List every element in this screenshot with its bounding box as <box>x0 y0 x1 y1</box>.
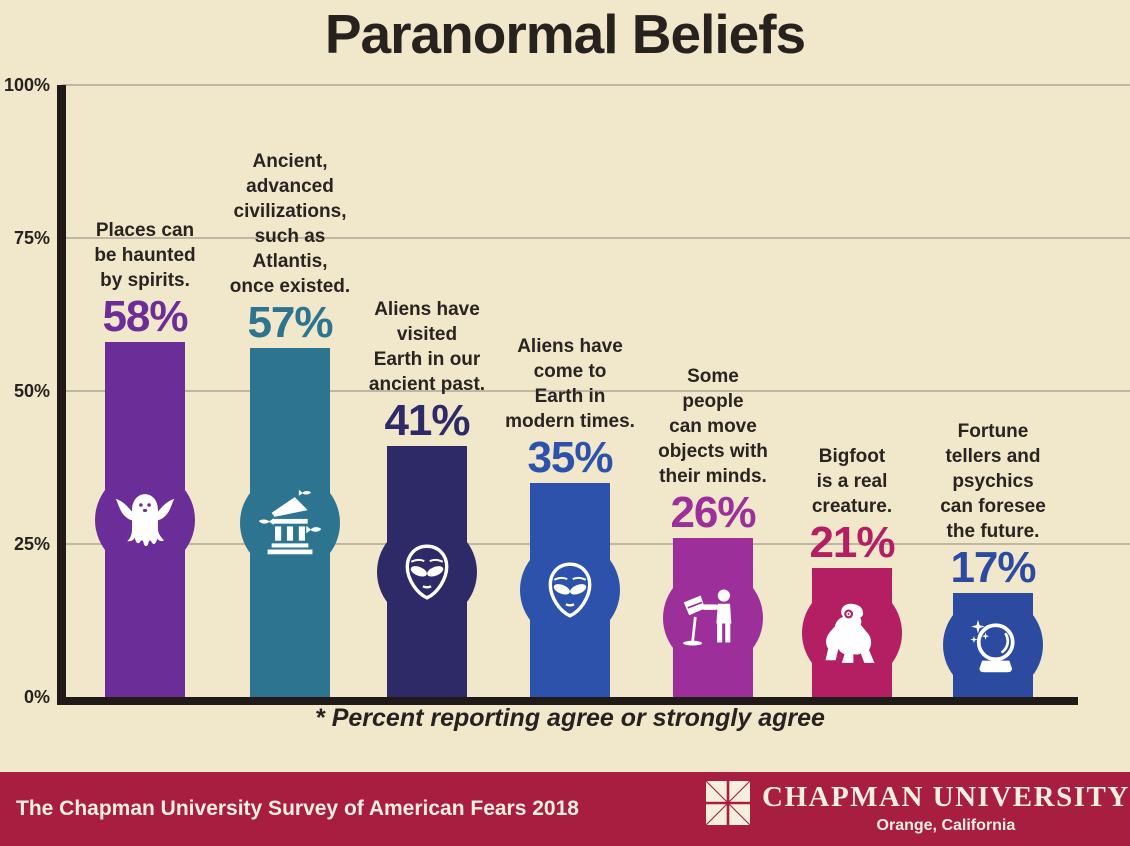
bar <box>943 593 1043 697</box>
bar-value-label: 17% <box>950 543 1036 592</box>
atlantis-temple-icon <box>258 489 322 554</box>
bar-icon-circle <box>943 595 1043 695</box>
university-name: CHAPMAN UNIVERSITY <box>762 781 1130 813</box>
survey-title: The Chapman University Survey of America… <box>16 797 579 820</box>
y-axis-tick-label: 25% <box>13 534 50 554</box>
page-title: Paranormal Beliefs <box>324 3 806 65</box>
y-axis-tick-label: 50% <box>13 381 50 401</box>
y-axis-line <box>57 85 66 705</box>
x-axis-line <box>57 697 1078 705</box>
y-axis-tick-label: 75% <box>13 228 50 248</box>
bar-value-label: 58% <box>102 292 188 341</box>
y-axis-tick-label: 100% <box>3 75 50 95</box>
university-location: Orange, California <box>876 817 1016 834</box>
bar <box>663 538 763 697</box>
crystal-ball-icon <box>970 619 1015 673</box>
gridline <box>62 237 1130 239</box>
bar-value-label: 26% <box>670 488 756 537</box>
bar <box>240 348 340 697</box>
bar-category-label: Ancient, advanced civilizations, such as… <box>229 151 351 297</box>
bar-icon-circle <box>663 567 763 668</box>
ghost-icon <box>115 493 175 546</box>
chapman-logo-group: CHAPMAN UNIVERSITY Orange, California <box>706 781 1130 835</box>
telekinesis-icon <box>683 588 732 646</box>
bigfoot-icon <box>825 603 875 663</box>
bar-category-label: Fortune tellers and psychics can foresee… <box>940 421 1046 542</box>
chart-footnote: * Percent reporting agree or strongly ag… <box>315 704 825 732</box>
bar-value-label: 21% <box>809 518 895 567</box>
bar-icon-circle <box>520 540 620 640</box>
bar-column: Places can be haunted by spirits. 58% <box>66 218 224 697</box>
bar-category-label: Places can be haunted by spirits. <box>94 220 196 291</box>
alien-head-icon <box>548 562 592 618</box>
bar <box>377 446 477 697</box>
bar-column: Fortune tellers and psychics can foresee… <box>914 419 1072 697</box>
bar-icon-circle <box>377 521 477 622</box>
bar-column: Some people can move objects with their … <box>634 364 792 697</box>
bar <box>520 483 620 697</box>
bar <box>802 568 902 697</box>
footer-bar: The Chapman University Survey of America… <box>0 772 1130 846</box>
window-pane-logo-icon <box>706 781 750 825</box>
bar-value-label: 41% <box>384 396 470 445</box>
bar-category-label: Bigfoot is a real creature. <box>811 446 893 517</box>
bar <box>95 342 195 697</box>
bar-column: Aliens have visited Earth in our ancient… <box>348 297 506 697</box>
bar-column: Ancient, advanced civilizations, such as… <box>211 149 369 697</box>
bar-column: Bigfoot is a real creature. 21% <box>773 444 931 697</box>
bar-value-label: 35% <box>527 433 613 482</box>
bar-category-label: Aliens have visited Earth in our ancient… <box>368 299 486 395</box>
alien-head-icon <box>405 543 449 600</box>
bar-category-label: Some people can move objects with their … <box>658 366 768 487</box>
university-text-block: CHAPMAN UNIVERSITY Orange, California <box>762 781 1130 835</box>
gridline <box>62 84 1130 86</box>
bar-column: Aliens have come to Earth in modern time… <box>491 334 649 697</box>
gridline <box>62 390 1130 392</box>
bar-category-label: Aliens have come to Earth in modern time… <box>505 336 635 432</box>
y-axis-tick-label: 0% <box>23 687 50 707</box>
bar-value-label: 57% <box>247 298 333 347</box>
